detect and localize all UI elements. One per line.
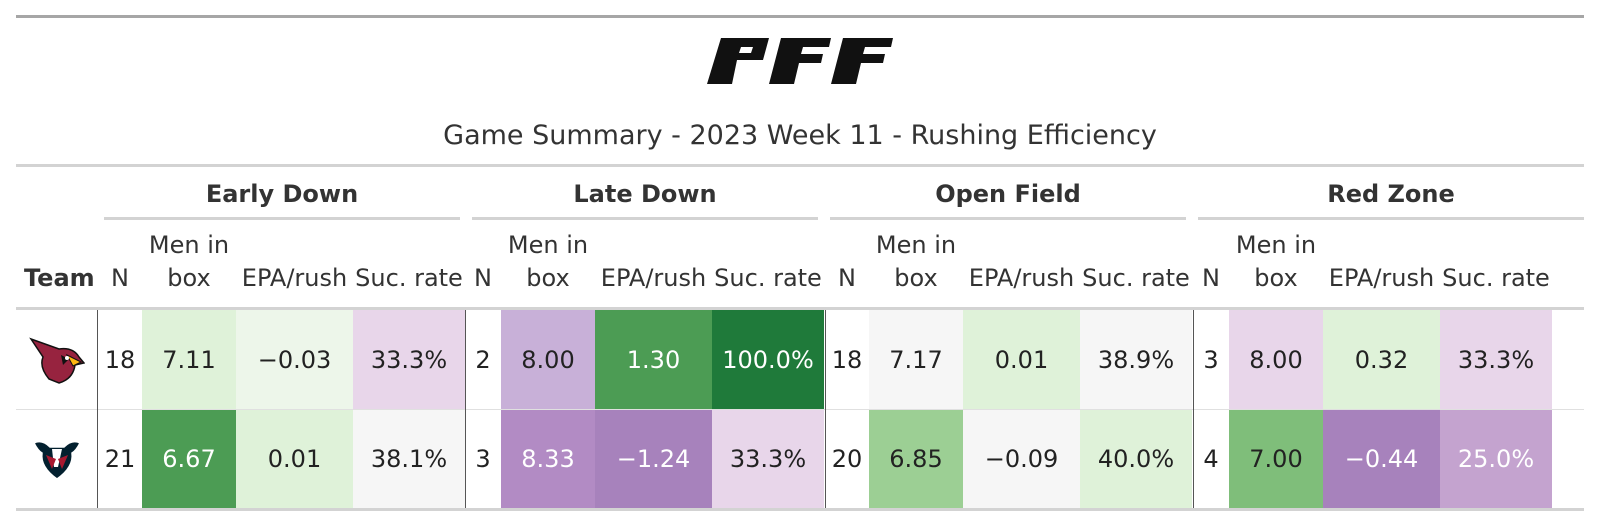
group-red-zone: Red Zone bbox=[1327, 180, 1455, 208]
group-rule-late-down bbox=[472, 217, 818, 220]
cell-epa-rush: −0.03 bbox=[236, 310, 353, 409]
col-header-suc: Suc. rate bbox=[1082, 264, 1190, 292]
column-divider bbox=[1193, 310, 1194, 508]
cell-men-in-box: 8.00 bbox=[501, 310, 595, 409]
title-rule bbox=[16, 164, 1584, 167]
col-header-epa: EPA/rush bbox=[241, 264, 348, 292]
team-logo-texans bbox=[16, 410, 98, 508]
team-logo-cardinals bbox=[16, 310, 98, 409]
cell-men-in-box: 8.00 bbox=[1229, 310, 1323, 409]
cell-n: 4 bbox=[1203, 445, 1219, 473]
cell-success-rate: 33.3% bbox=[353, 310, 465, 409]
texans-logo-icon bbox=[32, 440, 82, 480]
cell-success-rate: 33.3% bbox=[1440, 310, 1552, 409]
cell-n: 20 bbox=[831, 445, 863, 473]
col-header-box-line2: box bbox=[894, 264, 938, 292]
col-header-box-line2: box bbox=[526, 264, 570, 292]
col-header-n: N bbox=[474, 264, 492, 292]
cell-men-in-box: 7.11 bbox=[142, 310, 236, 409]
cell-epa-rush: −1.24 bbox=[595, 410, 712, 508]
pff-logo-icon bbox=[707, 38, 893, 84]
cell-success-rate: 100.0% bbox=[712, 310, 824, 409]
col-header-suc: Suc. rate bbox=[714, 264, 822, 292]
column-divider bbox=[465, 310, 466, 508]
cell-success-rate: 25.0% bbox=[1440, 410, 1552, 508]
cardinals-logo-icon bbox=[29, 337, 85, 384]
cell-epa-rush: −0.09 bbox=[963, 410, 1080, 508]
col-header-suc: Suc. rate bbox=[355, 264, 463, 292]
cell-men-in-box: 6.67 bbox=[142, 410, 236, 508]
cell-men-in-box: 6.85 bbox=[869, 410, 963, 508]
group-rule-early-down bbox=[104, 217, 460, 220]
cell-epa-rush: 0.01 bbox=[236, 410, 353, 508]
col-header-n: N bbox=[1202, 264, 1220, 292]
pff-logo bbox=[707, 38, 893, 84]
cell-success-rate: 40.0% bbox=[1080, 410, 1192, 508]
cell-n: 2 bbox=[475, 345, 491, 374]
group-rule-open-field bbox=[830, 217, 1186, 220]
group-rule-red-zone bbox=[1198, 217, 1584, 220]
cell-epa-rush: 0.01 bbox=[963, 310, 1080, 409]
col-header-box-line2: box bbox=[167, 264, 211, 292]
cell-men-in-box: 7.17 bbox=[869, 310, 963, 409]
cell-epa-rush: 0.32 bbox=[1323, 310, 1440, 409]
cell-men-in-box: 7.00 bbox=[1229, 410, 1323, 508]
col-header-box-line2: box bbox=[1254, 264, 1298, 292]
cell-men-in-box: 8.33 bbox=[501, 410, 595, 508]
col-header-box-line1: Men in bbox=[507, 231, 589, 259]
col-header-n: N bbox=[838, 264, 856, 292]
col-header-epa: EPA/rush bbox=[968, 264, 1075, 292]
header-rule bbox=[16, 307, 1584, 310]
cell-n: 18 bbox=[104, 345, 136, 374]
cell-n: 21 bbox=[104, 445, 136, 473]
cell-epa-rush: −0.44 bbox=[1323, 410, 1440, 508]
cell-n: 18 bbox=[831, 345, 863, 374]
cell-success-rate: 33.3% bbox=[712, 410, 824, 508]
column-divider bbox=[825, 310, 826, 508]
col-header-suc: Suc. rate bbox=[1442, 264, 1550, 292]
col-header-n: N bbox=[111, 264, 129, 292]
cell-epa-rush: 1.30 bbox=[595, 310, 712, 409]
group-open-field: Open Field bbox=[935, 180, 1081, 208]
col-header-box-line1: Men in bbox=[1235, 231, 1317, 259]
row-divider bbox=[16, 409, 1584, 410]
column-divider bbox=[97, 310, 98, 508]
cell-success-rate: 38.1% bbox=[353, 410, 465, 508]
col-header-team: Team bbox=[24, 264, 95, 292]
col-header-epa: EPA/rush bbox=[600, 264, 707, 292]
group-early-down: Early Down bbox=[205, 180, 359, 208]
top-rule bbox=[16, 15, 1584, 18]
bottom-rule bbox=[16, 508, 1584, 511]
cell-success-rate: 38.9% bbox=[1080, 310, 1192, 409]
col-header-box-line1: Men in bbox=[875, 231, 957, 259]
page-title: Game Summary - 2023 Week 11 - Rushing Ef… bbox=[443, 120, 1157, 151]
col-header-box-line1: Men in bbox=[148, 231, 230, 259]
col-header-epa: EPA/rush bbox=[1328, 264, 1435, 292]
group-late-down: Late Down bbox=[573, 180, 717, 208]
cell-n: 3 bbox=[1203, 345, 1219, 374]
cell-n: 3 bbox=[475, 445, 491, 473]
